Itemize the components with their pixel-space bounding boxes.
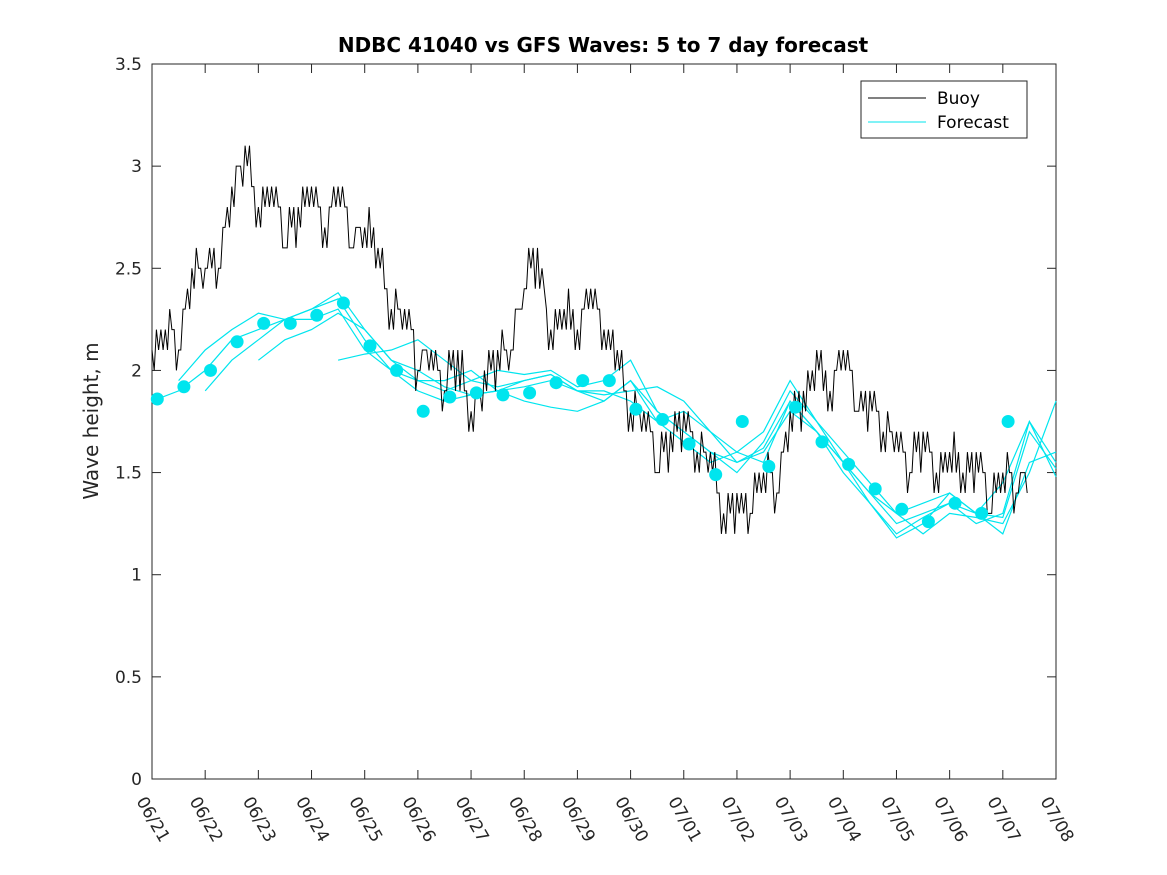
y-tick-label: 1.5 [115,464,142,484]
y-tick-label: 0.5 [115,668,142,688]
legend-box [860,80,1028,139]
y-axis-label: Wave height, m [79,342,103,499]
forecast-marker [762,459,776,473]
x-tick-label: 06/29 [557,794,599,846]
x-tick-label: 06/28 [504,794,546,846]
forecast-marker [709,468,723,482]
x-tick-label: 06/23 [238,794,280,846]
x-tick-label: 07/07 [982,794,1024,846]
forecast-marker [443,390,457,404]
x-tick-label: 07/04 [823,794,865,846]
forecast-marker [895,502,909,516]
forecast-run-line [178,291,1057,535]
forecast-marker [842,457,856,471]
buoy-line [151,145,1028,534]
forecast-marker [921,515,935,529]
x-tick-label: 07/02 [717,794,759,846]
forecast-marker [735,415,749,428]
forecast-marker [602,374,616,388]
forecast-marker [310,308,324,322]
legend-buoy-label: Buoy [937,89,980,109]
forecast-marker [363,339,377,353]
forecast-marker [496,388,510,402]
x-tick-label: 07/03 [770,794,812,846]
forecast-marker [788,400,802,414]
legend-forecast-label: Forecast [937,113,1009,133]
forecast-marker [1001,415,1015,428]
forecast-marker [204,363,217,377]
forecast-marker [656,413,669,426]
forecast-run-line [337,339,1057,519]
y-tick-label: 0 [131,770,142,790]
x-tick-label: 07/06 [929,794,971,846]
chart-title: NDBC 41040 vs GFS Waves: 5 to 7 day fore… [338,33,869,57]
forecast-marker [576,374,590,388]
x-tick-label: 06/22 [185,794,227,846]
forecast-marker [523,386,537,400]
x-tick-label: 06/24 [291,794,333,846]
y-tick-label: 2.5 [115,259,142,279]
forecast-marker [283,316,297,330]
series-layer [151,145,1057,539]
forecast-marker [948,496,962,510]
y-tick-label: 1 [131,566,142,586]
x-tick-label: 07/08 [1036,794,1078,846]
forecast-marker [469,386,483,400]
x-tick-label: 06/26 [398,794,440,846]
y-axis: 0 0.5 1 1.5 2 2.5 3 3.5 [115,55,1056,790]
forecast-markers [150,296,1015,529]
forecast-marker [815,435,829,449]
x-tick-label: 06/25 [344,794,386,846]
y-tick-label: 2 [131,361,142,381]
plot-area [151,63,1057,780]
x-tick-label: 06/30 [610,794,652,846]
forecast-marker [549,376,563,390]
y-tick-label: 3.5 [115,55,142,75]
forecast-marker [682,437,696,451]
forecast-marker [416,404,430,418]
forecast-marker [177,380,191,394]
x-tick-label: 06/21 [132,794,174,846]
forecast-marker [230,335,244,349]
forecast-marker [336,296,350,310]
y-tick-label: 3 [131,157,142,177]
forecast-run-line [258,312,1057,535]
forecast-marker [257,316,271,330]
x-tick-label: 07/05 [876,794,918,846]
forecast-marker [868,482,882,496]
forecast-marker [390,363,404,377]
x-tick-label: 07/01 [663,794,705,846]
forecast-marker [975,506,989,520]
x-tick-label: 06/27 [451,794,493,846]
legend: Buoy Forecast [860,80,1028,139]
forecast-marker [629,402,643,416]
forecast-marker [150,392,164,406]
